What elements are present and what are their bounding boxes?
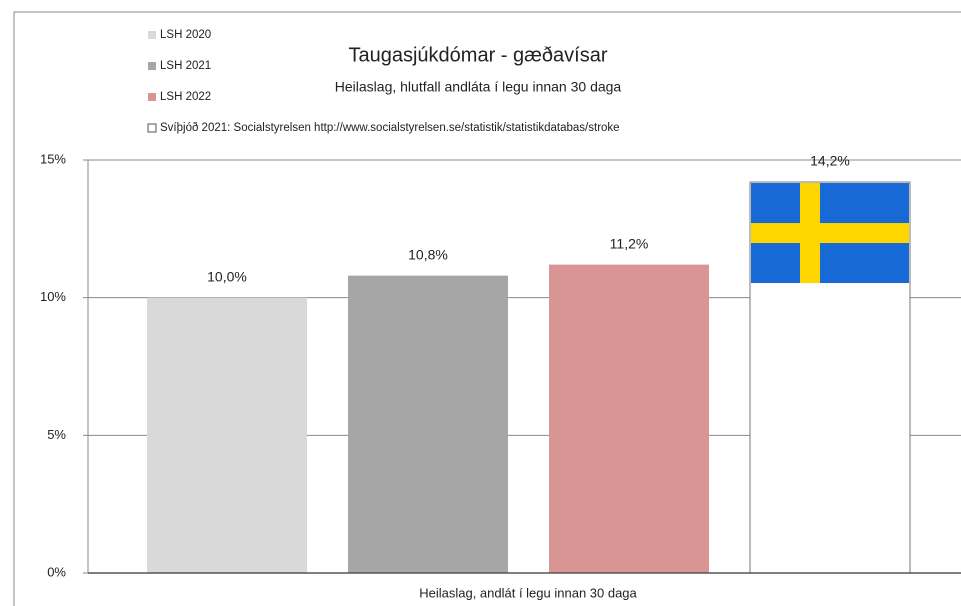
y-tick-label: 0% — [47, 564, 66, 579]
flag-cross-h — [751, 223, 909, 244]
legend-label: Svíþjóð 2021: Socialstyrelsen http://www… — [160, 122, 620, 134]
bar — [147, 297, 307, 573]
y-tick-label: 10% — [40, 289, 66, 304]
data-label: 11,2% — [610, 235, 649, 251]
legend-label: LSH 2021 — [160, 60, 211, 72]
data-label: 10,8% — [408, 246, 448, 262]
data-label: 10,0% — [207, 268, 247, 284]
x-tick-label: Heilaslag, andlát í legu innan 30 daga — [419, 585, 637, 600]
chart-title: Taugasjúkdómar - gæðavísar — [348, 44, 607, 66]
legend-swatch — [148, 31, 156, 39]
data-label: 14,2% — [810, 153, 850, 169]
legend-swatch — [147, 123, 157, 133]
legend-label: LSH 2022 — [160, 91, 211, 103]
legend-swatch — [148, 93, 156, 101]
bar — [348, 275, 508, 573]
bar — [549, 264, 709, 573]
y-tick-label: 5% — [47, 427, 66, 442]
legend-label: LSH 2020 — [160, 29, 211, 41]
chart-subtitle: Heilaslag, hlutfall andláta í legu innan… — [335, 79, 622, 95]
y-tick-label: 15% — [40, 151, 66, 166]
flag-cross-v — [800, 183, 820, 284]
legend-swatch — [148, 62, 156, 70]
